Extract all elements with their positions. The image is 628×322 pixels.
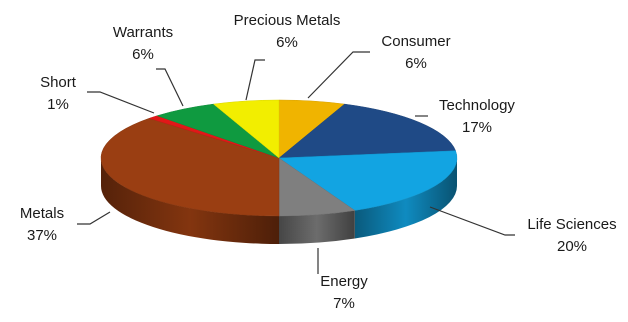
leader-line-short [87,91,155,114]
pie-side-walls [101,158,457,244]
pie-side-energy [279,210,355,244]
slice-label-technology: Technology [439,97,515,114]
slice-label-life-sciences: Life Sciences [527,216,616,233]
pie-side-life-sciences [354,158,457,239]
pie-slice-life-sciences [278,150,458,211]
slice-value-short: 1% [47,96,69,113]
slice-value-life-sciences: 20% [557,238,587,255]
leader-line-consumer [307,51,370,99]
leader-line-warrants [156,68,184,107]
leader-line-metals [77,211,111,225]
slice-value-consumer: 6% [405,55,427,72]
pie-slice-metals [100,118,280,217]
slice-label-energy: Energy [320,273,368,290]
slice-label-warrants: Warrants [113,24,173,41]
leader-line-life-sciences [429,206,515,236]
slice-value-technology: 17% [462,119,492,136]
slice-label-short: Short [40,74,77,91]
pie-top [100,99,458,217]
slice-label-precious-metals: Precious Metals [234,12,341,29]
slice-value-energy: 7% [333,295,355,312]
slice-value-warrants: 6% [132,46,154,63]
pie-slice-precious-metals [212,99,280,159]
slice-label-consumer: Consumer [381,33,450,50]
leader-line-precious-metals [245,59,265,101]
pie-side-metals [101,158,279,244]
slice-value-metals: 37% [27,227,57,244]
slice-label-metals: Metals [20,205,64,222]
pie-slice-technology [278,103,456,159]
pie-labels: Consumer 6% Technology 17% Life Sciences 20% E… [20,12,617,312]
slice-value-precious-metals: 6% [276,34,298,51]
